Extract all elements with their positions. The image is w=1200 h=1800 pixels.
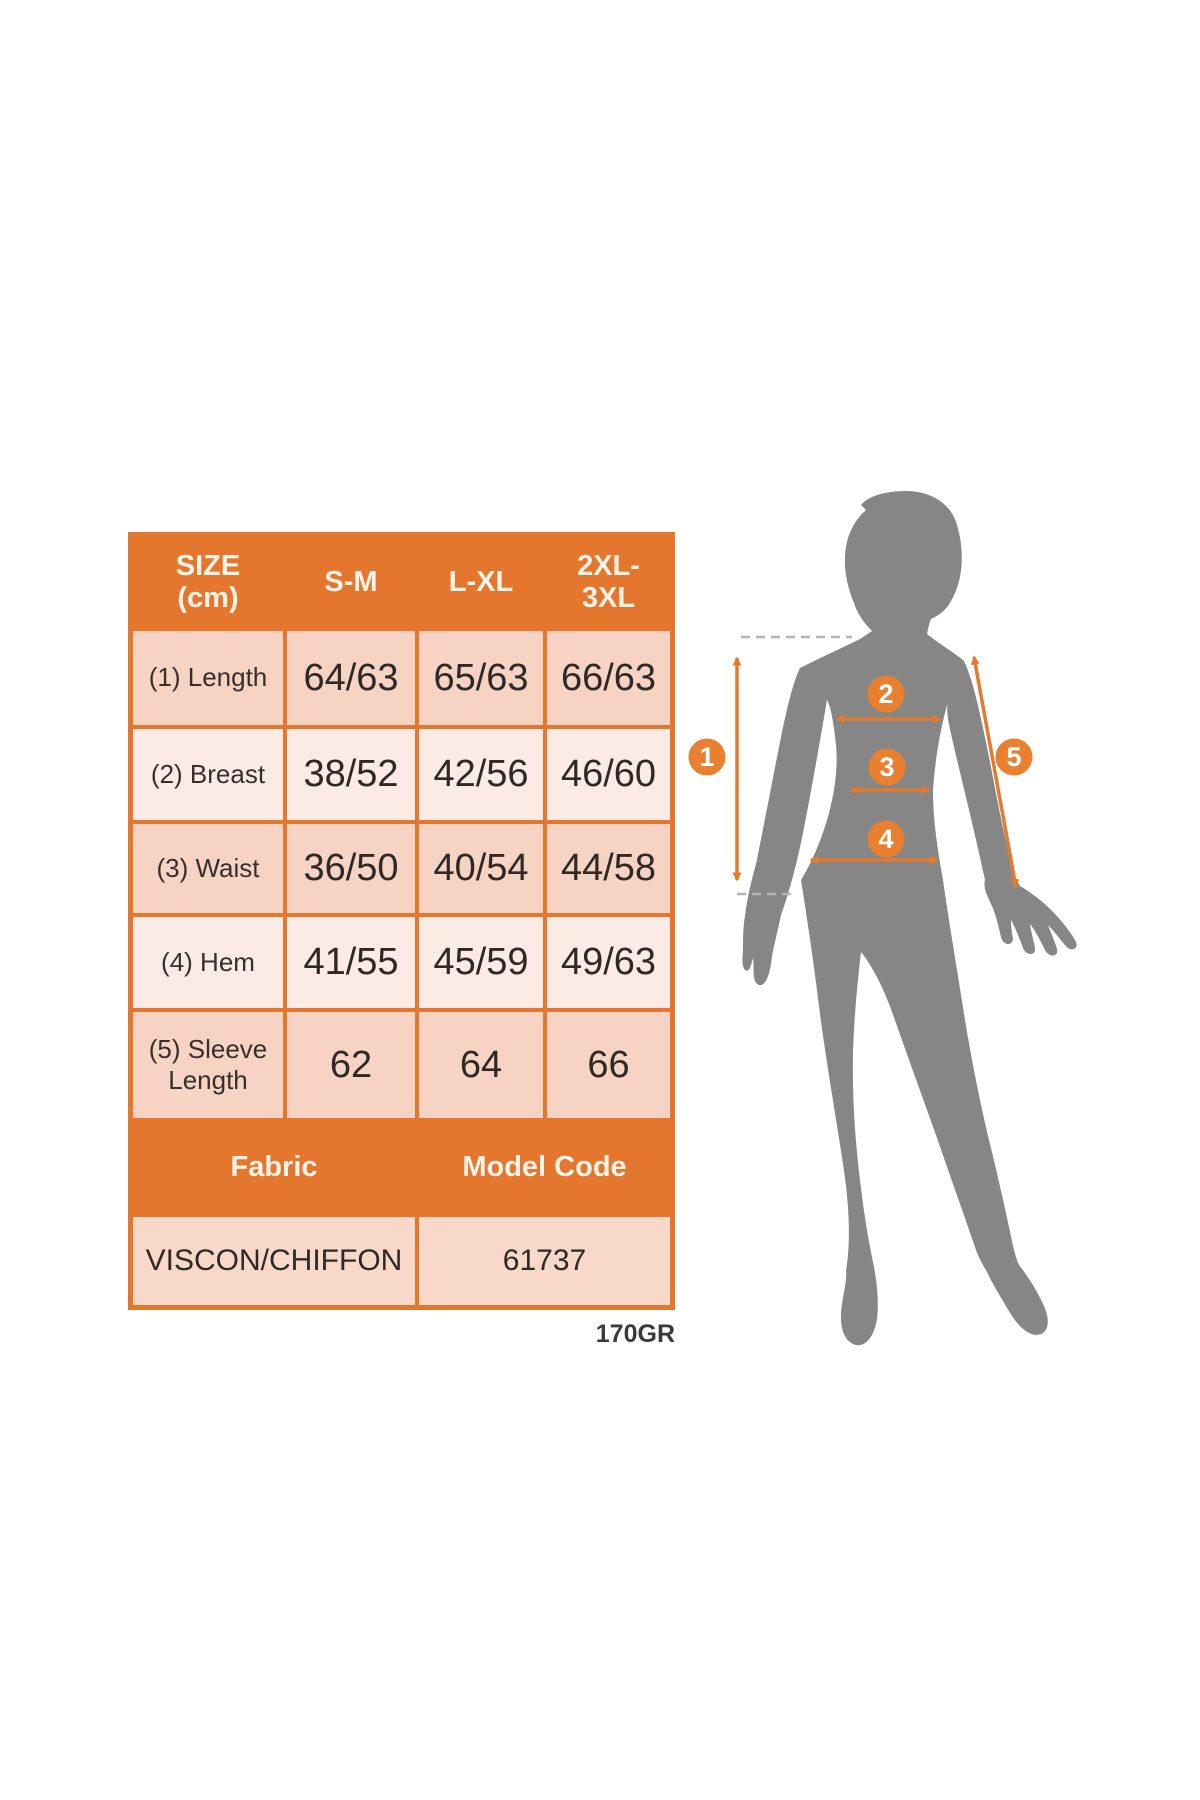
cell-model-code-value: 61737 [419,1217,670,1305]
badge-3-number: 3 [879,752,894,782]
measurement-badge-5: 5 [995,738,1033,776]
column-header-2xl-3xl: 2XL- 3XL [577,549,640,614]
measurement-arrow-sleeve [970,655,1020,889]
row-waist-label: (3) Waist [133,824,283,913]
cell-waist-l-xl: 40/54 [419,824,543,913]
footer-header-fabric: Fabric [230,1151,318,1184]
cell-length-s-m: 64/63 [287,631,415,725]
column-header-size: SIZE (cm) [175,549,241,614]
cell-breast-2xl-3xl: 46/60 [547,729,670,820]
row-breast-label: (2) Breast [133,729,283,820]
measurement-badge-1: 1 [688,738,726,776]
fabric-weight-note: 170GR [595,1320,675,1348]
row-sleeve-label: (5) Sleeve Length [133,1012,283,1118]
measurement-figure: 1 2 3 4 5 [688,491,1077,1346]
column-header-l-xl: L-XL [448,565,514,598]
measurement-badge-3: 3 [868,748,906,786]
badge-2-number: 2 [878,679,893,709]
measurement-badge-2: 2 [867,675,905,713]
cell-breast-s-m: 38/52 [287,729,415,820]
cell-hem-l-xl: 45/59 [419,917,543,1008]
footer-header-model-code: Model Code [462,1151,627,1184]
column-header-s-m: S-M [324,565,378,598]
cell-hem-2xl-3xl: 49/63 [547,917,670,1008]
badge-4-number: 4 [878,824,893,854]
cell-length-l-xl: 65/63 [419,631,543,725]
cell-waist-2xl-3xl: 44/58 [547,824,670,913]
measurement-badge-4: 4 [867,820,905,858]
badge-5-number: 5 [1006,742,1021,772]
cell-fabric-value: VISCON/CHIFFON [133,1217,415,1305]
cell-sleeve-l-xl: 64 [419,1012,543,1118]
cell-waist-s-m: 36/50 [287,824,415,913]
badge-1-number: 1 [699,742,714,772]
cell-sleeve-s-m: 62 [287,1012,415,1118]
cell-breast-l-xl: 42/56 [419,729,543,820]
cell-length-2xl-3xl: 66/63 [547,631,670,725]
cell-hem-s-m: 41/55 [287,917,415,1008]
size-table: SIZE (cm) S-M L-XL 2XL- 3XL (1) Length 6… [128,532,675,1310]
female-silhouette [742,491,1077,1346]
row-hem-label: (4) Hem [133,917,283,1008]
cell-sleeve-2xl-3xl: 66 [547,1012,670,1118]
row-length-label: (1) Length [133,631,283,725]
